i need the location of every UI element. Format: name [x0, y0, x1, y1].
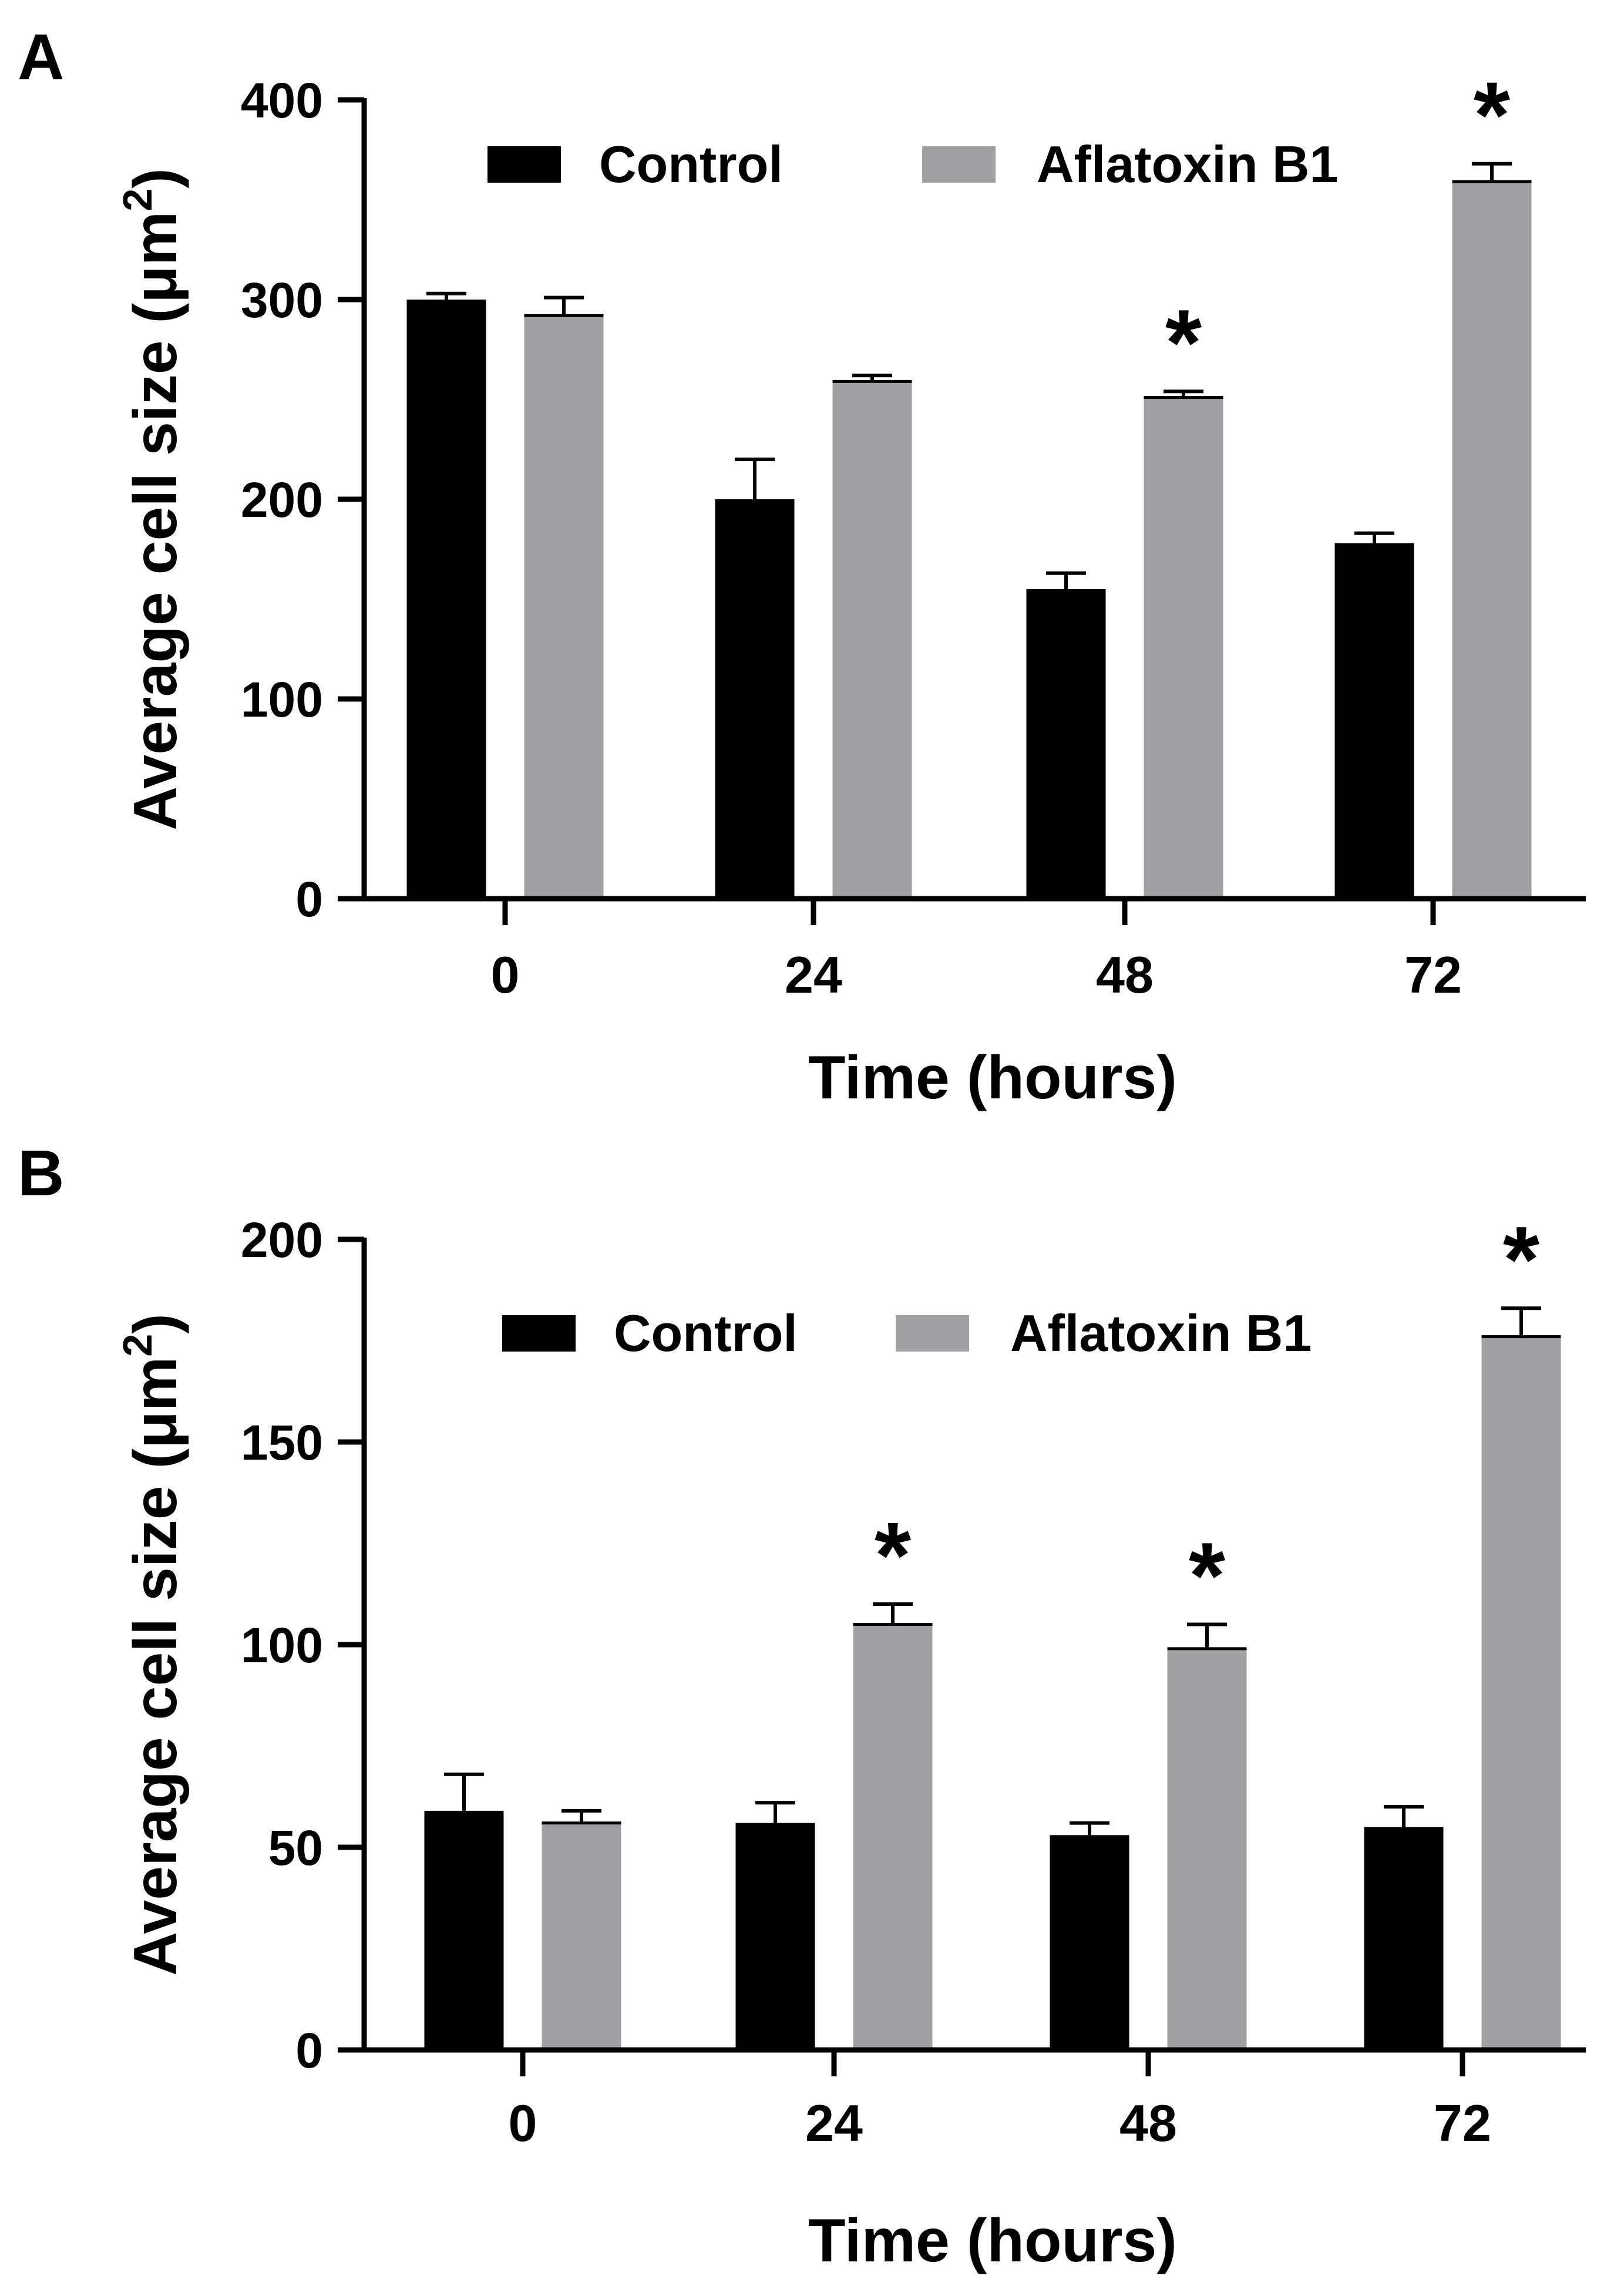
bar-aflatoxin-b1-72	[1452, 181, 1532, 899]
x-tick-label: 72	[1404, 946, 1462, 1004]
significance-marker: *	[1474, 62, 1511, 167]
y-tick-label: 300	[241, 273, 323, 328]
bar-aflatoxin-b1-24	[832, 381, 912, 899]
bar-control-72	[1334, 543, 1414, 899]
x-axis-label: Time (hours)	[808, 2207, 1177, 2275]
y-tick-label: 200	[241, 472, 323, 527]
significance-marker: *	[1189, 1523, 1226, 1628]
x-tick-label: 0	[491, 946, 520, 1004]
x-tick-label: 24	[785, 946, 842, 1004]
y-tick-label: 0	[295, 872, 323, 927]
y-tick-label: 0	[295, 2023, 323, 2078]
legend-label: Control	[599, 135, 783, 193]
bar-control-24	[735, 1823, 815, 2050]
legend-swatch-aflatoxin-b1	[922, 146, 996, 183]
x-tick-label: 48	[1096, 946, 1154, 1004]
significance-marker: *	[1165, 290, 1202, 395]
legend-label: Aflatoxin B1	[1037, 135, 1338, 193]
bar-control-72	[1364, 1827, 1444, 2050]
x-tick-label: 24	[805, 2094, 863, 2152]
bar-aflatoxin-b1-0	[524, 315, 604, 899]
y-tick-label: 100	[241, 672, 323, 727]
legend-swatch-aflatoxin-b1	[896, 1315, 969, 1352]
legend-label: Aflatoxin B1	[1010, 1304, 1312, 1362]
significance-marker: *	[875, 1503, 912, 1608]
x-tick-label: 72	[1434, 2094, 1491, 2152]
y-tick-label: 400	[241, 73, 323, 128]
bar-aflatoxin-b1-72	[1481, 1336, 1561, 2050]
legend-swatch-control	[487, 146, 561, 183]
x-axis-label: Time (hours)	[808, 1044, 1177, 1112]
bar-aflatoxin-b1-24	[853, 1624, 933, 2050]
bar-control-0	[424, 1810, 504, 2050]
y-axis-label: Average cell size (μm2)	[115, 1313, 190, 1976]
y-axis-label: Average cell size (μm2)	[115, 168, 190, 831]
bar-control-48	[1050, 1835, 1129, 2050]
x-tick-label: 48	[1119, 2094, 1177, 2152]
legend-swatch-control	[502, 1315, 576, 1352]
y-tick-label: 200	[241, 1212, 323, 1268]
chart-panel-a: A * * 0 100 200 300 400 0 24 48 72 Time (hours) Avera…	[18, 21, 1586, 1112]
chart-panel-b: B * * * 0 50 100 150 200 0 24 48 72 Time (hours) Avera…	[18, 1137, 1586, 2275]
legend-label: Control	[614, 1304, 798, 1362]
bar-aflatoxin-b1-48	[1144, 397, 1223, 899]
bar-control-24	[715, 499, 795, 899]
y-tick-label: 100	[241, 1618, 323, 1673]
panel-label: B	[18, 1137, 64, 1209]
y-tick-label: 50	[268, 1820, 323, 1875]
bar-aflatoxin-b1-48	[1167, 1648, 1247, 2050]
y-tick-label: 150	[241, 1415, 323, 1470]
x-tick-label: 0	[509, 2094, 537, 2152]
bar-control-48	[1026, 589, 1106, 899]
bar-control-0	[406, 300, 486, 899]
panel-label: A	[18, 21, 64, 93]
bar-aflatoxin-b1-0	[542, 1823, 621, 2050]
significance-marker: *	[1503, 1206, 1540, 1312]
